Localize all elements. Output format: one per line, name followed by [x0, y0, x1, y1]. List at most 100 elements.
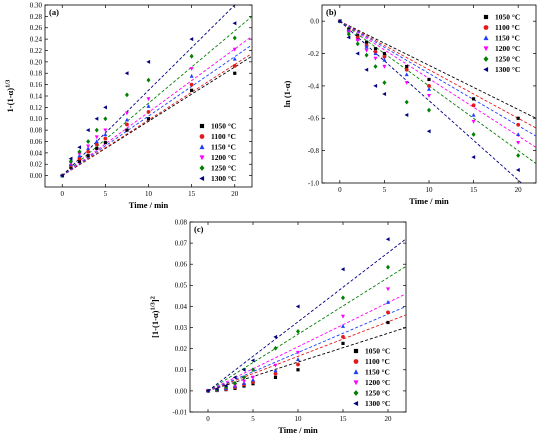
- y-tick-label: 0.0: [310, 18, 319, 26]
- data-point: [189, 73, 194, 78]
- data-point: [516, 153, 521, 158]
- y-tick-label: 0.24: [30, 36, 43, 44]
- y-tick-label: -0.8: [308, 147, 320, 155]
- legend-marker: [353, 390, 359, 396]
- y-tick-label: 0.16: [30, 81, 43, 89]
- panel-label: (c): [194, 224, 204, 234]
- y-tick-label: 0.08: [30, 127, 43, 135]
- fit-line: [207, 306, 406, 392]
- data-point: [346, 31, 351, 37]
- data-point: [373, 83, 378, 88]
- data-point: [232, 21, 237, 26]
- data-point: [386, 287, 390, 292]
- data-point: [404, 72, 409, 77]
- legend-label: 1250 °C: [211, 164, 236, 173]
- data-point: [516, 122, 521, 127]
- x-tick-label: 15: [470, 186, 478, 194]
- data-point: [125, 122, 129, 127]
- y-tick-label: 0.02: [175, 345, 188, 353]
- data-point: [382, 51, 387, 56]
- data-point: [427, 107, 431, 113]
- data-point: [471, 97, 476, 101]
- data-point: [232, 47, 237, 52]
- fit-line: [207, 265, 406, 392]
- data-point: [386, 300, 390, 304]
- data-point: [382, 54, 387, 59]
- data-point: [124, 71, 129, 76]
- data-point: [77, 149, 82, 155]
- data-point: [103, 141, 107, 145]
- data-point: [516, 140, 521, 145]
- data-point: [340, 267, 345, 272]
- y-tick-label: -0.01: [172, 408, 187, 416]
- legend-marker: [353, 380, 359, 386]
- y-tick-label: 0.03: [175, 324, 188, 332]
- legend-marker: [483, 46, 489, 52]
- data-point: [189, 53, 194, 59]
- data-point: [85, 128, 90, 133]
- data-point: [232, 375, 237, 380]
- data-point: [103, 128, 108, 133]
- data-point: [427, 84, 431, 88]
- data-point: [77, 156, 82, 161]
- data-point: [77, 152, 82, 157]
- legend-marker: [483, 35, 489, 41]
- legend-label: 1050 °C: [495, 13, 520, 22]
- legend-marker: [483, 56, 489, 62]
- y-tick-label: 0.20: [30, 58, 43, 66]
- y-tick-label: 0.26: [30, 24, 43, 32]
- data-point: [355, 51, 360, 56]
- fit-line: [61, 5, 236, 176]
- x-tick-label: 10: [426, 186, 434, 194]
- data-point: [214, 386, 219, 391]
- y-tick-label: -1.0: [308, 179, 320, 187]
- data-point: [241, 367, 246, 372]
- data-point: [86, 139, 91, 144]
- data-point: [273, 334, 278, 339]
- data-point: [232, 56, 237, 61]
- fit-line: [207, 314, 406, 392]
- data-point: [125, 128, 129, 132]
- data-point: [242, 379, 246, 384]
- data-point: [516, 116, 520, 120]
- data-point: [273, 363, 278, 368]
- fit-lines: [339, 20, 536, 183]
- data-point: [273, 345, 278, 351]
- legend-marker: [199, 123, 205, 129]
- y-tick-label: 0.08: [175, 218, 188, 226]
- legend-label: 1300 °C: [211, 174, 236, 183]
- data-point: [124, 92, 129, 98]
- x-tick-label: 0: [338, 186, 342, 194]
- y-tick-label: 0.04: [30, 149, 43, 157]
- legend-label: 1250 °C: [495, 55, 520, 64]
- data-point: [373, 64, 378, 69]
- data-point: [68, 156, 73, 161]
- y-tick-label: 0.10: [30, 115, 43, 123]
- data-point: [86, 144, 91, 149]
- data-point: [103, 136, 108, 141]
- fit-line: [61, 16, 252, 176]
- data-point: [341, 324, 345, 328]
- data-point: [386, 320, 390, 325]
- x-tick-label: 0: [61, 190, 65, 198]
- data-point: [94, 116, 99, 121]
- y-tick-label: 0.14: [30, 92, 43, 100]
- y-tick-label: 0.01: [175, 366, 188, 374]
- data-point: [94, 142, 99, 147]
- legend-label: 1150 °C: [211, 143, 236, 152]
- data-point: [190, 88, 194, 92]
- y-tick-label: 0.05: [175, 282, 188, 290]
- data-point: [364, 44, 369, 49]
- x-tick-label: 10: [295, 415, 303, 423]
- y-tick-label: 0.28: [30, 13, 43, 21]
- legend-marker: [353, 359, 359, 364]
- fit-line: [339, 20, 536, 119]
- panel-a: 0 5 10 15 20 0.00 0.02 0.04 0.06 0.08 0.10 0.12 0.14…: [5, 1, 253, 210]
- data-point: [251, 377, 255, 382]
- data-point: [296, 362, 300, 367]
- data-point: [385, 237, 390, 242]
- data-point: [189, 67, 194, 71]
- y-tick-label: -0.4: [308, 82, 320, 90]
- data-point: [471, 112, 476, 117]
